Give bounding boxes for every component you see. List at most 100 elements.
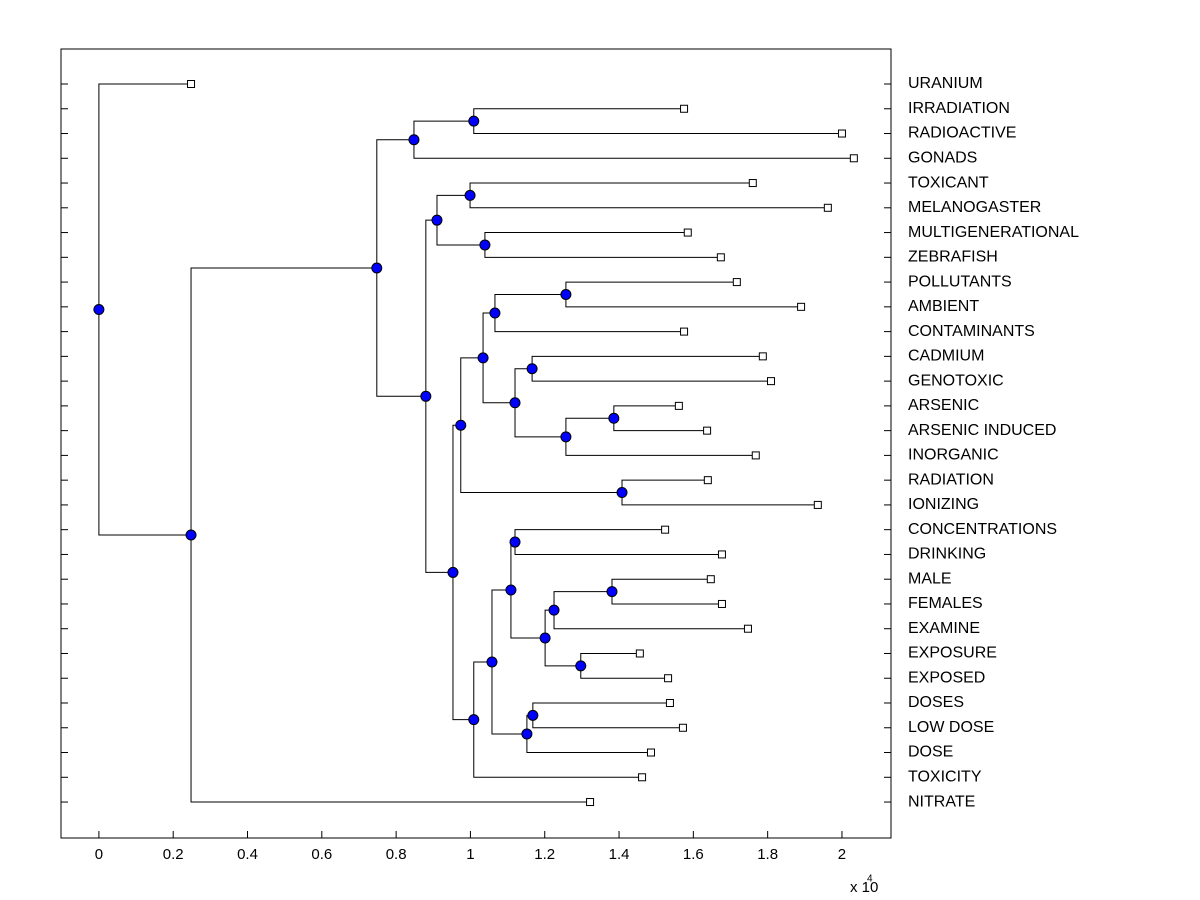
node-marker [509, 397, 521, 409]
link [553, 610, 748, 630]
x-tick-label: 0.6 [311, 846, 332, 863]
leaf-label: DOSE [908, 744, 953, 761]
node-marker [477, 352, 489, 364]
link [190, 267, 377, 536]
link [482, 357, 516, 404]
leaf-label: POLLUTANTS [908, 273, 1012, 290]
leaf-marker [665, 699, 674, 707]
node-marker [560, 431, 572, 443]
link [526, 733, 651, 754]
node-marker [455, 419, 467, 431]
node-marker [606, 586, 618, 598]
leaf-label: MELANOGASTER [908, 199, 1041, 216]
node-marker [431, 214, 443, 226]
leaf-label: EXAMINE [908, 620, 980, 637]
link [491, 589, 511, 662]
x-scale-exponent: 4 [867, 874, 873, 885]
link [452, 572, 474, 721]
x-tick-label: 1.8 [757, 846, 778, 863]
x-tick-label: 1.2 [534, 846, 555, 863]
link [376, 268, 426, 397]
leaf-marker [674, 401, 683, 410]
link [190, 535, 591, 803]
leaf-marker [716, 253, 725, 262]
leaf-label: TOXICANT [908, 174, 989, 191]
leaf-marker [664, 674, 673, 683]
node-marker [527, 709, 539, 721]
leaf-marker [748, 179, 757, 188]
leaf-marker [678, 723, 687, 732]
node-marker [468, 115, 480, 127]
leaf-marker [680, 327, 689, 336]
link [473, 661, 492, 720]
node-marker [479, 239, 491, 251]
leaf-label: ARSENIC [908, 397, 979, 414]
leaf-label: ZEBRAFISH [908, 249, 998, 266]
node-marker [185, 529, 197, 541]
x-tick-label: 0.8 [386, 846, 407, 863]
node-marker [575, 660, 587, 672]
leaf-label: CONCENTRATIONS [908, 521, 1057, 538]
link [413, 139, 854, 159]
x-tick-label: 0.4 [237, 846, 258, 863]
link [514, 368, 533, 403]
leaf-label: TOXICITY [908, 768, 982, 785]
leaf-label: FEMALES [908, 595, 983, 612]
leaf-label: RADIATION [908, 471, 994, 488]
node-marker [521, 728, 533, 740]
x-tick-label: 0 [95, 846, 103, 863]
leaf-marker [758, 352, 767, 361]
leaf-label: DRINKING [908, 546, 986, 563]
node-marker [464, 189, 476, 201]
link [565, 417, 614, 437]
leaf-marker [706, 575, 715, 584]
link [460, 357, 484, 426]
leaf-label: GONADS [908, 149, 977, 166]
leaf-label: MALE [908, 570, 952, 587]
link [553, 591, 612, 611]
link [473, 719, 643, 778]
leaf-label: URANIUM [908, 75, 983, 92]
link [544, 638, 581, 667]
node-marker [486, 656, 498, 668]
node-marker [548, 604, 560, 616]
leaf-marker [823, 203, 832, 212]
node-marker [608, 412, 620, 424]
leaf-marker [797, 302, 806, 311]
link [436, 194, 471, 221]
leaf-marker [586, 798, 595, 807]
node-marker [509, 536, 521, 548]
leaf-marker [717, 599, 726, 608]
link [376, 139, 414, 269]
x-tick-label: 1 [466, 846, 474, 863]
link [565, 436, 756, 456]
leaf-label: AMBIENT [908, 298, 979, 315]
leaf-marker [837, 129, 846, 138]
leaf-marker [638, 773, 647, 782]
leaf-marker [849, 154, 858, 163]
leaf-marker [751, 451, 760, 460]
link [460, 425, 623, 494]
node-marker [420, 390, 432, 402]
leaf-label: IONIZING [908, 496, 979, 513]
node-marker [526, 363, 538, 375]
link [494, 313, 685, 333]
node-marker [489, 307, 501, 319]
leaf-label: LOW DOSE [908, 719, 994, 736]
leaf-marker [703, 426, 712, 435]
leaf-marker [646, 748, 655, 757]
leaf-label: CADMIUM [908, 348, 984, 365]
leaf-label: MULTIGENERATIONAL [908, 224, 1079, 241]
leaf-marker [813, 500, 822, 509]
leaf-marker [743, 624, 752, 633]
node-marker [560, 288, 572, 300]
leaf-marker [680, 104, 689, 113]
link [436, 220, 485, 246]
leaf-label: CONTAMINANTS [908, 323, 1035, 340]
leaf-marker [732, 278, 741, 287]
link [413, 120, 474, 140]
leaf-marker [187, 80, 196, 88]
leaf-label: GENOTOXIC [908, 372, 1004, 389]
